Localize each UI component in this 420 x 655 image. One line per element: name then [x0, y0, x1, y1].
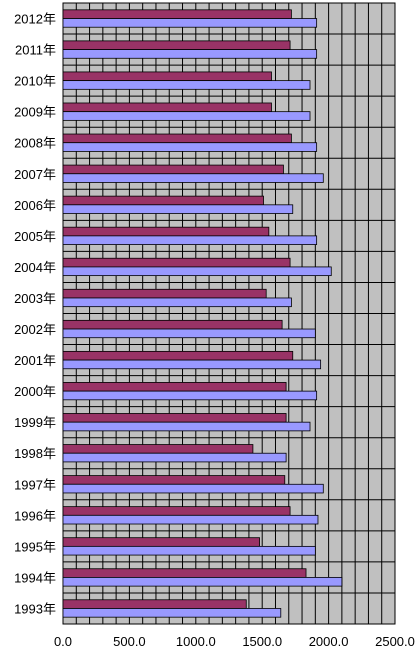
bar-series-1 — [62, 288, 267, 299]
bar-series-2 — [62, 359, 322, 370]
bar-series-2 — [62, 514, 319, 525]
category-label: 2008年 — [14, 136, 56, 151]
bar-series-1 — [62, 164, 284, 175]
bar-series-2 — [62, 173, 324, 183]
bar-series-1 — [62, 350, 294, 361]
bar-series-2 — [62, 545, 316, 556]
bar-series-2 — [62, 142, 318, 152]
x-tick-label: 0.0 — [54, 634, 72, 649]
bar-series-2 — [62, 328, 316, 339]
category-label: 1999年 — [14, 415, 56, 430]
category-label: 2005年 — [14, 229, 56, 244]
bar-series-2 — [62, 18, 318, 28]
bar-series-2 — [62, 608, 282, 618]
category-label: 2002年 — [14, 322, 56, 337]
category-label: 1996年 — [14, 508, 56, 523]
category-label: 2006年 — [14, 198, 56, 213]
category-labels: 2012年 2011年 2010年 2009年 2008年 2007年 2006年 2005年… — [14, 12, 56, 617]
bar-series-1 — [62, 226, 270, 237]
bar-series-2 — [62, 452, 287, 463]
category-label: 2010年 — [14, 74, 56, 89]
category-label: 2004年 — [14, 260, 56, 275]
category-label: 1994年 — [14, 570, 56, 585]
bar-series-2 — [62, 297, 292, 308]
category-label: 2009年 — [14, 105, 56, 120]
bar-series-2 — [62, 266, 332, 277]
category-label: 2003年 — [14, 291, 56, 306]
x-tick-label: 2000.0 — [309, 634, 349, 649]
gridlines — [63, 3, 395, 624]
bar-series-1 — [62, 506, 291, 516]
bar-series-2 — [62, 111, 311, 121]
x-tick-label: 500.0 — [113, 634, 146, 649]
bar-series-1 — [62, 568, 307, 578]
category-label: 1997年 — [14, 477, 56, 492]
bar-series-2 — [62, 577, 343, 587]
category-label: 1995年 — [14, 539, 56, 554]
bar-series-1 — [62, 475, 286, 485]
bar-series-1 — [62, 319, 283, 330]
x-tick-label: 1000.0 — [176, 634, 216, 649]
bar-series-1 — [62, 257, 291, 268]
bar-series-2 — [62, 483, 324, 494]
bar-series-1 — [62, 195, 264, 206]
bar-series-1 — [62, 40, 291, 50]
bar-series-1 — [62, 71, 272, 82]
bar-series-2 — [62, 421, 311, 432]
category-label: 2000年 — [14, 384, 56, 399]
category-label: 2012年 — [14, 12, 56, 27]
bar-series-1 — [62, 537, 260, 547]
bar-series-1 — [62, 102, 272, 113]
bar-series-1 — [62, 413, 287, 423]
category-label: 1993年 — [14, 601, 56, 616]
bars — [62, 9, 343, 618]
category-label: 2011年 — [15, 43, 56, 58]
x-tick-labels: 0.0 500.0 1000.0 1500.0 2000.0 2500.0 — [54, 634, 415, 649]
bar-series-2 — [62, 49, 318, 59]
bar-series-1 — [62, 133, 292, 144]
bar-series-1 — [62, 599, 247, 609]
bar-series-2 — [62, 390, 318, 401]
category-label: 1998年 — [14, 446, 56, 461]
bar-series-2 — [62, 80, 311, 90]
bar-series-1 — [62, 444, 254, 454]
bar-series-1 — [62, 9, 292, 19]
x-tick-label: 2500.0 — [375, 634, 415, 649]
bar-series-1 — [62, 382, 287, 392]
category-label: 2007年 — [14, 167, 56, 182]
bar-series-2 — [62, 235, 318, 245]
bar-series-2 — [62, 204, 294, 214]
category-label: 2001年 — [14, 353, 56, 368]
x-tick-label: 1500.0 — [242, 634, 282, 649]
